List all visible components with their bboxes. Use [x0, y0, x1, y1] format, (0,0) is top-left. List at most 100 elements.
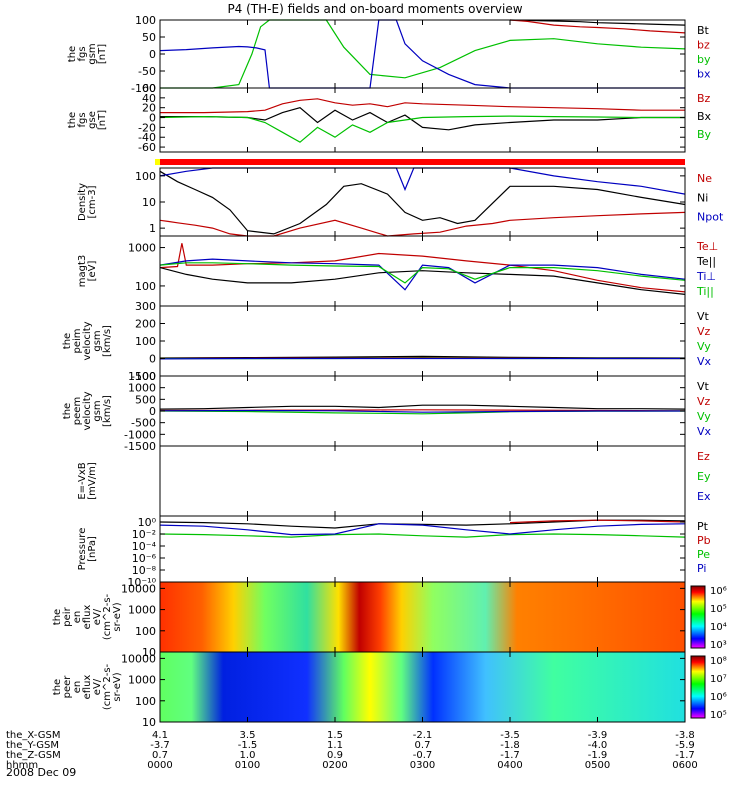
legend-by: by: [697, 53, 711, 66]
colorbar-tick-label: 10⁵: [710, 710, 727, 721]
legend-Ex: Ex: [697, 490, 711, 503]
y-tick-label: -20: [138, 121, 156, 134]
y-axis-label-line: fgs: [77, 46, 88, 61]
series-density-Ni: [159, 170, 686, 235]
y-tick-label: 10⁻⁸: [132, 564, 157, 577]
legend-Vy: Vy: [697, 410, 711, 423]
status-bar-red: [160, 159, 685, 165]
x-row-label: the_Z-GSM: [6, 750, 61, 761]
y-tick-label: 1000: [128, 382, 156, 395]
y-tick-label: 100: [135, 335, 156, 348]
y-tick-label: -1500: [124, 440, 156, 453]
y-axis-label-line: [nPa]: [87, 536, 98, 562]
x-axis-labels: the_X-GSM 4.1 3.5 1.5 -2.1 -3.5 -3.9 -3.8 the_Y-…: [6, 730, 698, 771]
legend-Te||: Te||: [696, 255, 716, 268]
y-tick-label: -100: [131, 370, 156, 383]
x-row-value: 0200: [322, 760, 347, 771]
y-tick-label: 100: [135, 280, 156, 293]
y-axis-label-line: velocity: [82, 391, 93, 430]
x-row-label: hhmm: [6, 760, 38, 771]
y-tick-label: 1000: [128, 242, 156, 255]
legend-Te⊥: Te⊥: [696, 240, 718, 253]
y-tick-label: -100: [131, 82, 156, 95]
series-temperature-Te⊥: [159, 243, 686, 293]
heatmap-peir_eflux: [160, 582, 685, 652]
figure-title: P4 (TH-E) fields and on-board moments ov…: [227, 2, 522, 16]
y-axis-label-line: the: [67, 112, 78, 128]
y-tick-label: 1000: [128, 674, 156, 687]
y-tick-label: 100: [135, 170, 156, 183]
y-tick-label: 10⁻⁴: [132, 540, 157, 553]
x-row-value: -1.7: [500, 750, 520, 761]
y-tick-label: 50: [142, 31, 156, 44]
y-tick-label: 1000: [128, 604, 156, 617]
y-axis-label-line: the: [67, 46, 78, 62]
y-tick-label: 0: [149, 353, 156, 366]
y-axis-label-line: sr-eV): [112, 602, 123, 631]
y-axis-label-line: gsm: [92, 400, 103, 421]
legend-bz: bz: [697, 39, 710, 52]
y-axis-label-line: [mV/m]: [87, 462, 98, 500]
panel-peer_eflux: 10⁵ 10⁶ 10⁷ 10⁸ 10 100 1000 10000 the peer en eflux…: [52, 651, 727, 729]
y-tick-label: 10000: [121, 652, 156, 665]
colorbar-tick-label: 10³: [710, 640, 727, 651]
y-axis-label-line: [km/s]: [102, 325, 113, 357]
x-row-value: 0600: [672, 760, 697, 771]
y-axis-label-line: eflux: [82, 675, 93, 700]
colorbar-tick-label: 10⁵: [710, 604, 727, 615]
x-row-label: the_Y-GSM: [6, 740, 59, 751]
colorbar-tick-label: 10⁷: [710, 674, 727, 685]
x-row-value: 0100: [235, 760, 260, 771]
series-fgs_gse_nT-Bz: [160, 98, 685, 114]
series-temperature-Ti⊥: [159, 258, 686, 291]
y-axis-label-line: gse: [87, 111, 98, 129]
x-row-value: -5.9: [675, 740, 695, 751]
legend-Vz: Vz: [697, 395, 711, 408]
y-axis-label-line: Density: [77, 183, 88, 221]
x-row-value: 1.5: [327, 730, 343, 741]
y-tick-label: 200: [135, 318, 156, 331]
y-axis-label-line: peir: [62, 606, 73, 626]
series-fgs_gse_nT-Bx: [160, 107, 685, 131]
y-tick-label: -60: [138, 141, 156, 154]
y-axis-label-line: en: [72, 681, 83, 694]
panel-temperature: 100 1000 magt3 [eV] Te⊥ Te|| Ti⊥ Ti||: [77, 235, 718, 307]
legend-Vz: Vz: [697, 325, 711, 338]
x-row-value: -0.7: [413, 750, 433, 761]
colorbar-peer_eflux: [690, 655, 706, 719]
y-axis-label-line: sr-eV): [112, 672, 123, 701]
series-fgs_gsm_nT-by: [160, 19, 686, 89]
y-axis-label-line: E=-VxB: [77, 462, 88, 499]
x-row-value: -4.0: [588, 740, 608, 751]
series-density-Ne: [159, 211, 686, 237]
y-axis-label-line: (cm^2-s-: [102, 593, 113, 640]
x-row-value: 0.7: [152, 750, 168, 761]
series-pressure-Pt: [159, 519, 686, 529]
y-tick-label: 10⁻²: [132, 528, 156, 541]
x-row-value: 3.5: [240, 730, 256, 741]
panel-frame: [159, 19, 686, 89]
legend-Vy: Vy: [697, 340, 711, 353]
y-tick-label: 10⁻¹⁰: [127, 576, 156, 589]
y-axis-label-line: [eV]: [87, 261, 98, 282]
legend-By: By: [697, 128, 712, 141]
y-axis-label-line: eV/: [92, 678, 103, 695]
y-tick-label: 0: [149, 405, 156, 418]
x-row-value: -1.7: [675, 750, 695, 761]
y-tick-label: 300: [135, 300, 156, 313]
x-row-value: -3.7: [150, 740, 170, 751]
y-axis-label-line: the: [52, 679, 63, 695]
heatmap-peer_eflux: [160, 652, 685, 722]
y-axis-label-line: en: [72, 611, 83, 624]
legend-Ti⊥: Ti⊥: [696, 270, 716, 283]
y-axis-label-line: the: [52, 609, 63, 625]
y-tick-label: 10000: [121, 582, 156, 595]
legend-Vx: Vx: [697, 355, 712, 368]
y-axis-label-line: eV/: [92, 608, 103, 625]
y-axis-label-line: [km/s]: [102, 395, 113, 427]
legend-Ti||: Ti||: [696, 285, 714, 298]
y-tick-label: -500: [131, 417, 156, 430]
panel-peir_eflux: 10³ 10⁴ 10⁵ 10⁶ 10 100 1000 10000 the peir en eflux…: [52, 581, 727, 659]
